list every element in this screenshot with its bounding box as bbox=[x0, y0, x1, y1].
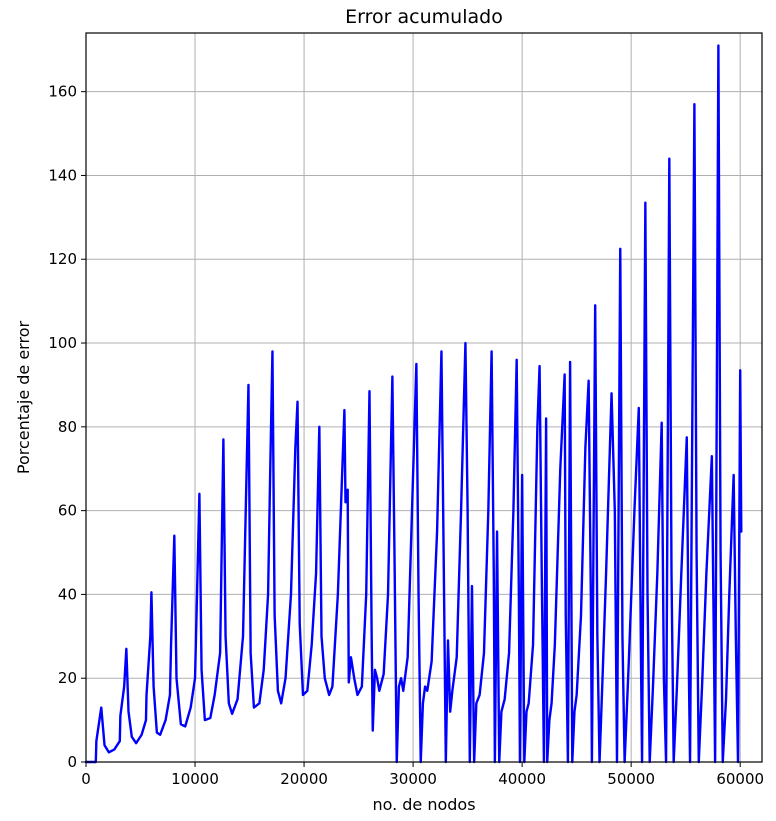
y-tick-label: 120 bbox=[48, 250, 77, 268]
x-tick-label: 10000 bbox=[171, 770, 219, 788]
chart-title: Error acumulado bbox=[345, 6, 503, 28]
x-tick-label: 0 bbox=[81, 770, 91, 788]
series-line bbox=[84, 44, 743, 764]
y-tick-label: 160 bbox=[48, 83, 77, 101]
y-tick-label: 140 bbox=[48, 166, 77, 184]
y-tick-label: 80 bbox=[58, 418, 77, 436]
x-tick-label: 30000 bbox=[389, 770, 437, 788]
y-tick-label: 0 bbox=[67, 753, 77, 771]
x-tick-label: 20000 bbox=[280, 770, 328, 788]
y-tick-label: 100 bbox=[48, 334, 77, 352]
y-tick-label: 60 bbox=[58, 502, 77, 520]
y-axis-label: Porcentaje de error bbox=[14, 321, 33, 475]
x-tick-label: 50000 bbox=[607, 770, 655, 788]
x-tick-label: 40000 bbox=[498, 770, 546, 788]
series-layer bbox=[84, 44, 743, 764]
y-tick-label: 40 bbox=[58, 585, 77, 603]
x-tick-label: 60000 bbox=[716, 770, 764, 788]
x-axis-label: no. de nodos bbox=[372, 795, 475, 814]
tick-layer: 0 10000 20000 30000 40000 50000 60000 0 20 40 60 80… bbox=[48, 83, 764, 788]
plot-frame bbox=[85, 32, 763, 763]
y-tick-label: 20 bbox=[58, 669, 77, 687]
